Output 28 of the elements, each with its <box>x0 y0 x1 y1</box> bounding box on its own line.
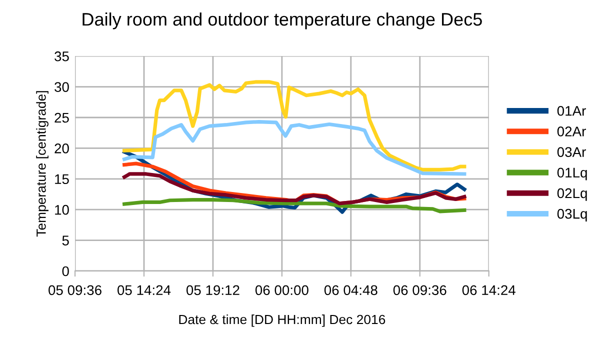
line-series <box>122 198 466 214</box>
y-tick-label: 35 <box>54 51 69 62</box>
chart-title: Daily room and outdoor temperature change Dec5 <box>82 12 482 30</box>
line-series <box>122 120 466 176</box>
x-tick-label: 06 09:36 <box>393 285 446 296</box>
y-tick-label: 10 <box>55 204 69 215</box>
line-series <box>122 172 466 206</box>
legend-label: 02Ar <box>557 126 586 136</box>
y-tick-label: 25 <box>54 112 69 123</box>
y-tick-label: 20 <box>54 144 69 154</box>
y-tick-label: 5 <box>62 236 69 246</box>
legend-label: 01Ar <box>557 106 586 116</box>
legend-label: 02Lq <box>557 188 587 201</box>
line-series <box>122 80 466 172</box>
y-axis-title: Temperature [centigrade] <box>36 91 48 237</box>
x-tick-label: 06 14:24 <box>462 285 516 296</box>
x-tick-label: 06 04:48 <box>324 285 378 296</box>
x-tick-label: 05 09:36 <box>48 285 102 296</box>
x-tick-label: 05 14:24 <box>118 285 171 296</box>
x-axis-title: Date & time [DD HH:mm] Dec 2016 <box>179 314 386 327</box>
y-tick-label: 0 <box>62 266 69 276</box>
x-tick-label: 06 00:00 <box>255 285 308 296</box>
x-tick-label: 05 19:12 <box>186 285 240 296</box>
y-tick-label: 15 <box>55 174 69 184</box>
legend-label: 03Ar <box>557 147 586 157</box>
legend-label: 03Lq <box>557 208 587 222</box>
y-tick-label: 30 <box>54 82 69 92</box>
legend-label: 01Lq <box>557 168 587 180</box>
